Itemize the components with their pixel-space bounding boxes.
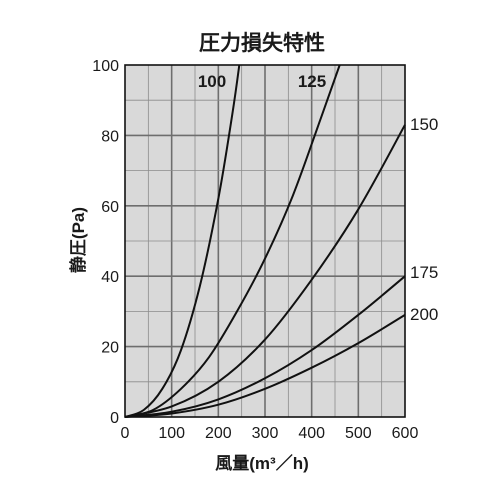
x-tick-label: 100: [158, 425, 185, 442]
series-line-150: [124, 124, 406, 418]
y-tick-label: 80: [101, 128, 119, 145]
chart-title: 圧力損失特性: [199, 31, 325, 55]
series-label-150: 150: [410, 115, 438, 134]
series-label-200: 200: [410, 305, 438, 324]
series-line-125: [124, 64, 341, 418]
y-tick-label: 20: [101, 340, 119, 357]
grid: [125, 65, 405, 417]
series-line-175: [124, 275, 406, 418]
x-tick-label: 400: [298, 425, 325, 442]
y-tick-label: 40: [101, 269, 119, 286]
series-label-175: 175: [410, 263, 438, 282]
series-line-100: [124, 64, 241, 418]
series-labels: 100 125 150 175 200: [198, 72, 439, 324]
x-tick-label: 500: [345, 425, 372, 442]
x-tick-labels: 0 100 200 300 400 500 600: [121, 425, 419, 442]
y-tick-labels: 0 20 40 60 80 100: [92, 58, 119, 427]
plot-border: [124, 64, 406, 418]
series-label-100: 100: [198, 72, 226, 91]
x-tick-label: 0: [121, 425, 130, 442]
x-axis-label: 風量(m³／h): [215, 453, 308, 473]
x-tick-label: 600: [392, 425, 419, 442]
x-tick-label: 200: [205, 425, 232, 442]
y-tick-label: 100: [92, 58, 119, 75]
y-axis-label: 静圧(Pa): [68, 207, 88, 273]
series-label-125: 125: [298, 72, 326, 91]
series-line-200: [124, 314, 406, 418]
y-tick-label: 60: [101, 199, 119, 216]
y-tick-label: 0: [110, 410, 119, 427]
x-tick-label: 300: [252, 425, 279, 442]
series-curves: [124, 64, 406, 418]
